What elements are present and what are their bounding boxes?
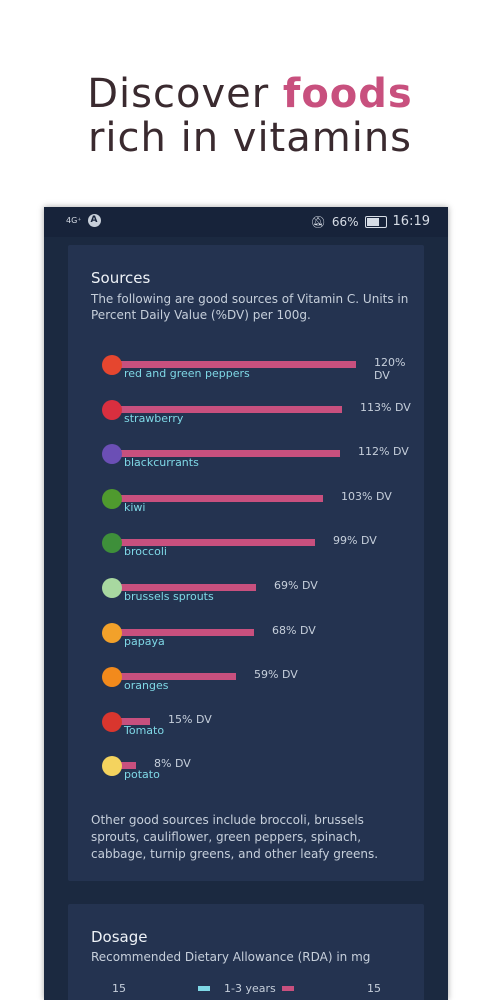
source-label: oranges xyxy=(124,679,169,693)
strawberry-icon xyxy=(102,399,122,420)
dosage-row-label: 1-3 years xyxy=(224,982,276,995)
dv-bar xyxy=(120,717,150,725)
battery-icon xyxy=(364,215,387,228)
dosage-subtitle: Recommended Dietary Allowance (RDA) in m… xyxy=(91,950,371,964)
dosage-card: Dosage Recommended Dietary Allowance (RD… xyxy=(68,904,424,1000)
source-row: brussels sprouts 69% DV xyxy=(68,578,424,618)
app-notification-icon: A xyxy=(87,214,101,227)
source-row: broccoli 99% DV xyxy=(68,533,424,573)
status-bar: 4G⁺ A 🔕︎ 66% 16:19 xyxy=(44,207,448,237)
source-label: strawberry xyxy=(124,411,184,425)
clock: 16:19 xyxy=(392,214,430,229)
source-row: papaya 68% DV xyxy=(68,622,424,663)
dv-bar xyxy=(120,361,356,368)
mute-icon: 🔕︎ xyxy=(310,214,326,229)
dv-bar xyxy=(120,584,256,591)
sources-note: Other good sources include broccoli, bru… xyxy=(91,813,379,861)
signal-icon: 4G⁺ xyxy=(66,215,82,225)
phone-screen: 4G⁺ A 🔕︎ 66% 16:19 Sources The following… xyxy=(44,207,448,1000)
dv-bar xyxy=(120,628,254,636)
battery-percent: 66% xyxy=(331,214,359,229)
headline-plain-text: Discover xyxy=(87,71,283,117)
tomato-icon xyxy=(102,711,122,732)
dosage-right-value: 15 xyxy=(367,982,381,995)
source-row: red and green peppers 120% DV xyxy=(68,355,424,395)
dv-value: 99% DV xyxy=(333,534,377,548)
source-label: kiwi xyxy=(124,500,146,514)
dv-value: 113% DV xyxy=(360,400,411,414)
source-row: kiwi 103% DV xyxy=(68,488,424,529)
source-label: brussels sprouts xyxy=(124,590,214,603)
headline: Discover foods rich in vitamins xyxy=(0,72,500,160)
dv-value: 69% DV xyxy=(274,579,318,592)
pepper-icon xyxy=(102,355,122,375)
source-label: papaya xyxy=(124,634,165,648)
source-row: Tomato 15% DV xyxy=(68,711,424,752)
dosage-title: Dosage xyxy=(91,928,148,946)
papaya-icon xyxy=(102,622,122,643)
series1-swatch xyxy=(198,986,210,991)
dv-bar xyxy=(120,494,323,502)
source-row: oranges 59% DV xyxy=(68,667,424,707)
dosage-row: 15 1-3 years 15 xyxy=(68,982,424,998)
source-row: strawberry 113% DV xyxy=(68,399,424,440)
source-label: Tomato xyxy=(124,723,165,737)
orange-icon xyxy=(102,667,122,688)
sources-card: Sources The following are good sources o… xyxy=(68,245,424,881)
broccoli-icon xyxy=(102,533,122,554)
series2-swatch xyxy=(282,986,294,991)
source-label: potato xyxy=(124,768,160,782)
blackcurrant-icon xyxy=(102,444,122,465)
potato-icon xyxy=(102,756,122,777)
dv-value: 59% DV xyxy=(254,668,298,682)
source-label: broccoli xyxy=(124,545,167,559)
dv-bar xyxy=(120,539,315,547)
dv-value: 68% DV xyxy=(272,623,316,637)
headline-line-2: rich in vitamins xyxy=(87,115,413,161)
dv-value: 120% DV xyxy=(374,356,406,382)
source-row: potato 8% DV xyxy=(68,756,424,796)
dv-bar xyxy=(120,673,236,681)
dv-value: 103% DV xyxy=(341,489,392,503)
dv-value: 112% DV xyxy=(358,445,409,459)
headline-accent-text: foods xyxy=(282,71,413,117)
source-label: blackcurrants xyxy=(124,456,199,470)
dv-bar xyxy=(120,450,340,458)
dosage-left-value: 15 xyxy=(112,982,126,995)
source-row: blackcurrants 112% DV xyxy=(68,444,424,484)
dv-bar xyxy=(120,762,136,770)
dv-value: 15% DV xyxy=(168,712,212,726)
kiwi-icon xyxy=(102,488,122,509)
dv-bar xyxy=(120,405,342,413)
headline-line-1: Discover foods xyxy=(0,72,500,116)
dv-value: 8% DV xyxy=(154,757,191,771)
source-label: red and green peppers xyxy=(124,367,250,380)
sources-subtitle: The following are good sources of Vitami… xyxy=(91,292,409,322)
sources-title: Sources xyxy=(91,269,151,287)
brussels-sprouts-icon xyxy=(102,578,122,598)
